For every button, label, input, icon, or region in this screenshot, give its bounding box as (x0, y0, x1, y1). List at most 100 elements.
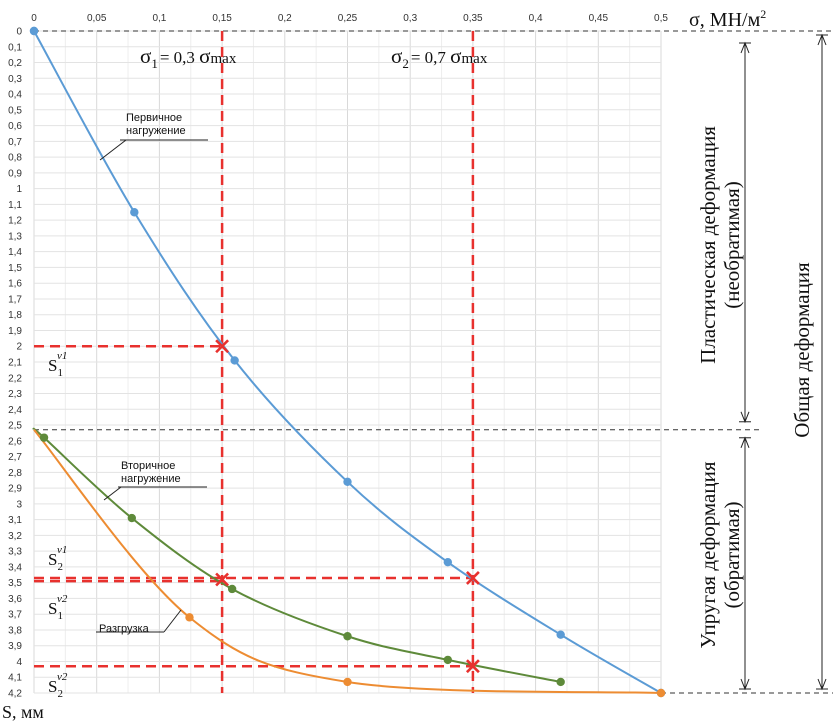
intersection-cross (215, 572, 230, 587)
secondary-loading-leader (103, 486, 122, 501)
secondary-loading-label: Вторичное (121, 460, 175, 472)
y-tick-label: 1,3 (8, 231, 22, 242)
x-axis-title: σ, МН/м2 (689, 7, 766, 31)
y-tick-label: 1,9 (8, 326, 22, 337)
y-tick-label: 4 (16, 657, 22, 668)
y-tick-label: 3,5 (8, 578, 22, 589)
y-tick-label: 2,7 (8, 452, 22, 463)
y-tick-label: 1,8 (8, 310, 22, 321)
primary-loading-point (556, 630, 565, 639)
sigma-tail-sub: max (462, 51, 488, 67)
primary-loading-point (443, 557, 453, 567)
y-tick-label: 2,2 (8, 373, 22, 384)
x-tick-label: 0,15 (212, 13, 232, 24)
x-tick-labels: 0 0,05 0,1 0,15 0,2 0,25 0,3 0,35 0,4 0,45 0,5 (31, 13, 668, 24)
primary-loading-line (33, 30, 662, 694)
primary-loading-point (130, 208, 139, 217)
y-tick-label: 0,7 (8, 137, 22, 148)
secondary-loading-point (443, 655, 453, 665)
intersection-cross (465, 659, 480, 674)
plastic-bracket (739, 41, 751, 424)
cross-stroke (465, 659, 480, 674)
x-tick-label: 0,1 (152, 13, 166, 24)
x-tick-label: 0,3 (403, 13, 417, 24)
y-tick-label: 2,8 (8, 468, 22, 479)
y-tick-label: 1,5 (8, 263, 22, 274)
y-tick-label: 0,8 (8, 153, 22, 164)
s-label-sub: 1 (57, 367, 63, 379)
sigma-text: = 0,3 (160, 48, 199, 67)
elastic-bracket (739, 436, 751, 691)
unloading-line (33, 429, 662, 694)
primary-loading-point (343, 477, 352, 486)
secondary-loading-label: нагружение (121, 473, 181, 485)
s-label-2: S2ν1 (48, 544, 67, 573)
y-tick-label: 1,1 (8, 200, 22, 211)
y-tick-label: 2,4 (8, 405, 22, 416)
x-tick-label: 0,25 (338, 13, 358, 24)
unloading-leader (163, 609, 182, 633)
y-tick-label: 3,9 (8, 641, 22, 652)
y-tick-label: 0,5 (8, 105, 22, 116)
primary-loading-point (230, 356, 239, 365)
sigma-sub: 1 (151, 56, 158, 71)
unloading-label: Разгрузка (99, 623, 150, 635)
sigma-tail-sub: max (211, 51, 237, 67)
y-tick-label: 0,6 (8, 121, 22, 132)
y-tick-label: 2,5 (8, 421, 22, 432)
sigma-tail: σ (450, 44, 461, 68)
secondary-loading-point (227, 584, 237, 594)
x-tick-label: 0,5 (654, 13, 668, 24)
y-tick-label: 3,8 (8, 625, 22, 636)
elastic-deformation-label: Упругая деформация (обратимая) (696, 461, 744, 648)
s-label-sup: ν1 (57, 544, 67, 556)
s-label-sub: 2 (57, 561, 63, 573)
chart-grid (33, 30, 662, 694)
sigma-tail: σ (199, 44, 210, 68)
y-tick-label: 1,7 (8, 294, 22, 305)
secondary-loading-point (127, 513, 137, 523)
y-tick-label: 2,9 (8, 484, 22, 495)
y-tick-label: 0,9 (8, 168, 22, 179)
y-tick-label: 1,2 (8, 216, 22, 227)
y-tick-label: 3,3 (8, 547, 22, 558)
primary-loading-label: Первичное (126, 112, 182, 124)
plastic-deformation-label: Пластическая деформация (необратимая) (696, 126, 744, 364)
y-tick-label: 2,1 (8, 358, 22, 369)
y-axis-title: S, мм (2, 702, 44, 722)
total-bracket (816, 33, 828, 691)
y-tick-label: 1 (16, 184, 22, 195)
y-tick-label: 1,6 (8, 279, 22, 290)
s-label-sup: ν2 (57, 593, 68, 605)
secondary-loading-point (556, 677, 565, 687)
sigma-text: = 0,7 (411, 48, 450, 67)
total-deformation-label: Общая деформация (790, 262, 814, 438)
cross-stroke (465, 571, 480, 585)
elastic-deformation-label-line: (обратимая) (720, 502, 744, 609)
y-tick-label: 3,6 (8, 594, 22, 605)
primary-loading-leader (99, 139, 127, 161)
y-tick-label: 2,6 (8, 436, 22, 447)
sigma-sub: 2 (402, 56, 409, 71)
s-label-sub: 2 (57, 688, 63, 700)
intersection-cross (215, 339, 230, 354)
intersection-cross (465, 571, 480, 585)
primary-loading-label: нагружение (126, 125, 186, 137)
marks-layer (29, 26, 666, 698)
s-label-1: S1ν1 (48, 350, 67, 379)
x-axis-title-sup: 2 (760, 7, 766, 21)
x-tick-label: 0 (31, 13, 37, 24)
y-tick-label: 0,2 (8, 58, 22, 69)
total-deformation-label-line: Общая деформация (790, 262, 814, 438)
y-tick-label: 2 (16, 342, 22, 353)
secondary-loading-line (32, 427, 561, 683)
unloading-point (185, 613, 194, 622)
x-tick-label: 0,45 (589, 13, 609, 24)
plastic-deformation-label-line: (необратимая) (720, 181, 744, 309)
x-tick-label: 0,4 (529, 13, 543, 24)
y-tick-label: 2,3 (8, 389, 22, 400)
cross-stroke (215, 339, 230, 354)
secondary-loading-point (39, 433, 49, 442)
